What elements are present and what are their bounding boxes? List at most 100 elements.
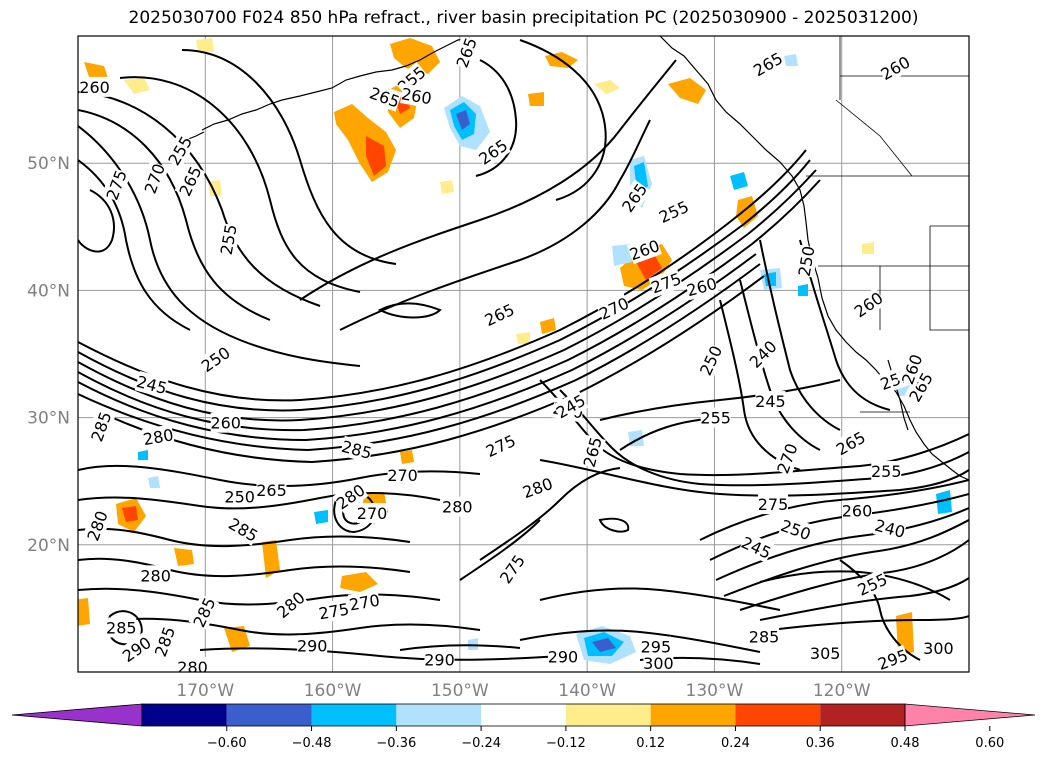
svg-text:260: 260	[210, 414, 241, 433]
lat-tick-label: 20°N	[27, 536, 70, 556]
latitude-tick-labels: 50°N 40°N 30°N 20°N	[27, 154, 70, 556]
contour-label: 300	[923, 637, 954, 658]
svg-text:255: 255	[871, 462, 902, 481]
colorbar-tick-label: 0.24	[721, 736, 750, 751]
colorbar-tick-label: −0.48	[292, 736, 332, 751]
precip-fill	[262, 540, 280, 578]
colorbar-segment	[820, 704, 905, 726]
precip-fill	[540, 318, 556, 334]
map-frame	[77, 35, 970, 673]
colorbar-segment	[396, 704, 482, 726]
contour-label: 280	[140, 565, 171, 586]
colorbar-tick-label: 0.12	[636, 736, 665, 751]
contour-label: 290	[548, 646, 578, 667]
contour-label: 260	[400, 83, 433, 108]
svg-text:300: 300	[643, 654, 674, 673]
colorbar-tick-label: −0.36	[376, 736, 416, 751]
svg-text:255: 255	[700, 409, 731, 428]
precip-fill	[516, 332, 530, 344]
colorbar-tick-label: 0.48	[891, 736, 920, 751]
contour-label: 270	[357, 503, 387, 523]
precip-fill	[730, 172, 748, 190]
contour-label: 270	[772, 440, 802, 476]
colorbar-extend-max	[904, 703, 1036, 727]
lon-tick-label: 130°W	[686, 681, 744, 701]
contour-label: 300	[643, 653, 674, 673]
precip-fill	[196, 38, 214, 52]
svg-text:245: 245	[755, 392, 786, 411]
precip-fill	[668, 78, 706, 104]
colorbar-tick-label: −0.12	[546, 736, 586, 751]
lon-tick-label: 170°W	[176, 681, 234, 701]
contour-label: 245	[755, 391, 786, 412]
contour-label: 275	[101, 167, 131, 203]
precip-fill	[528, 92, 544, 106]
lon-tick-label: 140°W	[558, 681, 616, 701]
colorbar-tick-label: 0.60	[975, 736, 1004, 751]
svg-text:265: 265	[256, 481, 287, 500]
svg-text:285: 285	[749, 627, 780, 646]
precip-fill	[936, 490, 952, 514]
svg-text:295: 295	[641, 638, 672, 657]
precip-fill	[84, 62, 108, 80]
colorbar-segment	[311, 704, 397, 726]
svg-text:305: 305	[810, 644, 841, 663]
lon-tick-label: 120°W	[813, 681, 871, 701]
colorbar-segment	[226, 704, 312, 726]
precip-fill	[122, 506, 138, 522]
colorbar-segment	[735, 704, 821, 726]
contour-label: 285	[106, 617, 137, 638]
precip-fill	[468, 638, 478, 650]
svg-text:300: 300	[923, 639, 954, 658]
colorbar-tick-label: −0.24	[461, 736, 501, 751]
precip-fill	[862, 242, 874, 254]
svg-text:250: 250	[224, 487, 255, 506]
colorbar-extend-min	[11, 703, 143, 727]
precip-fill	[314, 510, 328, 524]
lat-tick-label: 30°N	[27, 409, 70, 429]
contour-label: 260	[210, 412, 241, 433]
svg-text:260: 260	[79, 78, 110, 97]
contour-label: 275	[758, 494, 788, 515]
precip-fill	[784, 54, 798, 66]
precip-fill	[592, 638, 616, 652]
colorbar-tick-label: −0.60	[207, 736, 247, 751]
graticule	[78, 36, 969, 672]
precip-fill	[612, 244, 632, 266]
contour-label: 280	[442, 496, 473, 517]
contour-label: 280	[177, 656, 208, 672]
lat-tick-label: 40°N	[27, 281, 70, 301]
precip-fill	[594, 80, 620, 94]
contour-label: 265	[256, 480, 287, 501]
contour-label: 295	[641, 636, 672, 657]
precip-fill	[390, 38, 440, 74]
contour-label: 290	[297, 635, 328, 656]
precip-fill	[138, 450, 148, 460]
svg-text:260: 260	[842, 501, 873, 520]
svg-text:270: 270	[387, 466, 418, 485]
contour-label: 250	[793, 245, 819, 278]
precip-fill	[78, 598, 90, 626]
svg-text:290: 290	[297, 636, 328, 655]
precip-fill	[124, 78, 150, 94]
lat-tick-label: 50°N	[27, 154, 70, 174]
precip-fill	[224, 626, 250, 652]
contour-label: 305	[810, 642, 841, 663]
colorbar-segment	[142, 704, 227, 726]
contour-label: 250	[224, 486, 255, 507]
svg-text:285: 285	[106, 618, 137, 637]
colorbar-segment	[650, 704, 736, 726]
contour-label: 260	[79, 76, 110, 97]
colorbar-outline	[141, 703, 906, 727]
precip-fill	[366, 136, 386, 176]
map-title: 2025030700 F024 850 hPa refract., river …	[128, 8, 919, 28]
contour-label: 250	[778, 515, 814, 544]
precip-fill	[456, 110, 470, 130]
precip-fill	[148, 476, 160, 488]
svg-text:280: 280	[140, 566, 171, 585]
colorbar: −0.60 −0.48 −0.36 −0.24 −0.12 0.12 0.24 0.36 0.4…	[11, 703, 1036, 751]
longitude-tick-labels: 170°W 160°W 150°W 140°W 130°W 120°W	[176, 681, 870, 701]
